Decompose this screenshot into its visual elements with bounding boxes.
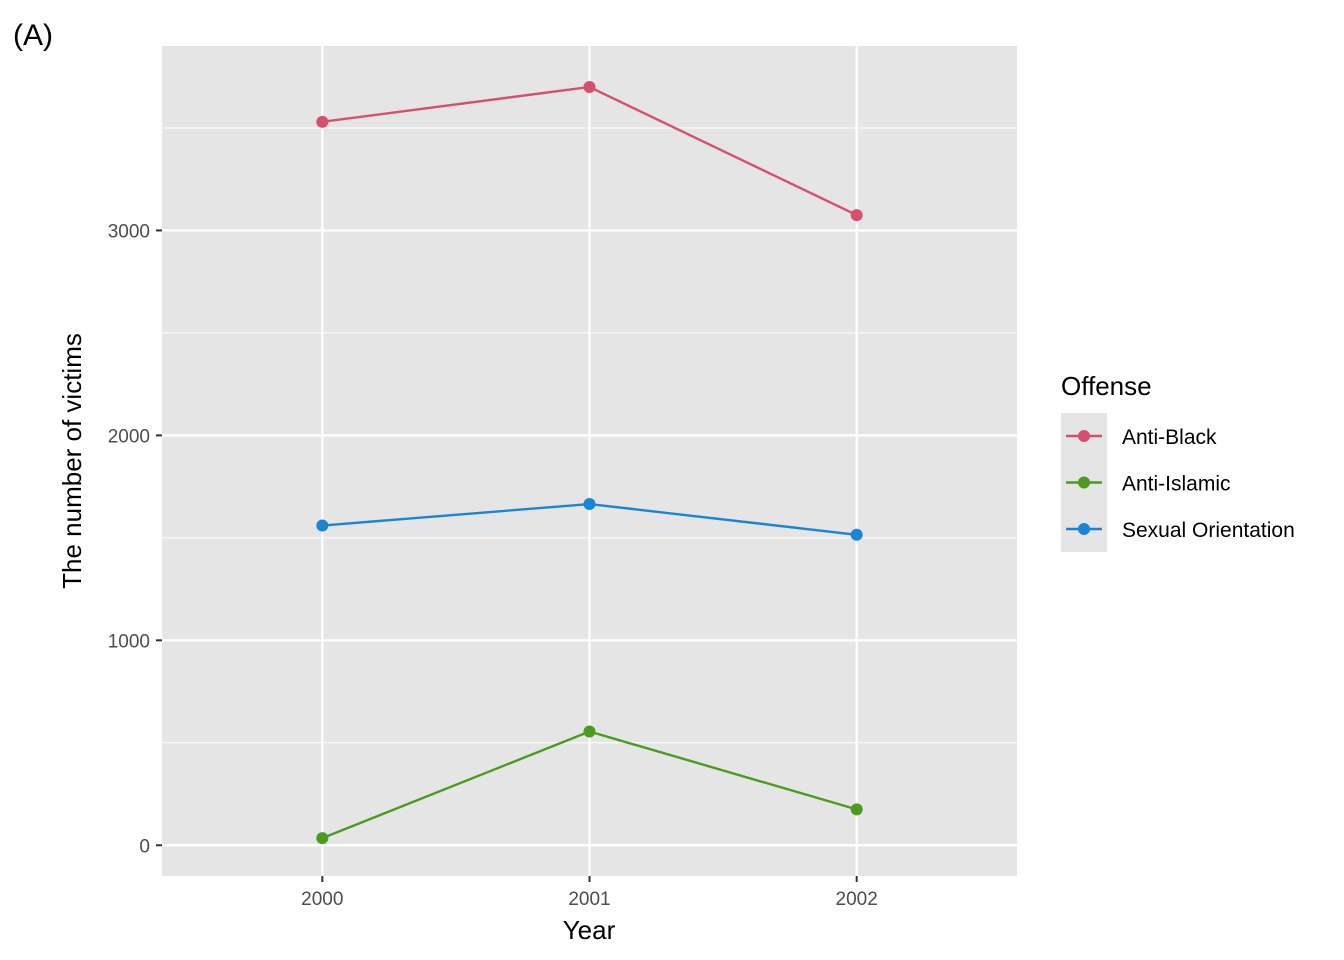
legend-key-point bbox=[1078, 476, 1090, 489]
data-point bbox=[850, 209, 863, 222]
y-tick-label: 1000 bbox=[108, 631, 150, 652]
legend-item: Anti-Islamic bbox=[1066, 473, 1231, 496]
series-sexual-orientation bbox=[316, 498, 863, 541]
x-axis-title: Year bbox=[563, 915, 616, 945]
series-anti-black bbox=[316, 80, 863, 222]
data-point bbox=[316, 519, 329, 532]
legend-item: Anti-Black bbox=[1066, 426, 1217, 449]
data-point bbox=[316, 832, 329, 845]
x-tick-label: 2001 bbox=[568, 889, 610, 910]
y-tick-label: 3000 bbox=[108, 221, 150, 242]
legend-title: Offense bbox=[1061, 371, 1152, 401]
legend-item: Sexual Orientation bbox=[1066, 519, 1295, 542]
x-axis: 2000 2001 2002 bbox=[301, 876, 878, 910]
panel-tag: (A) bbox=[13, 19, 53, 52]
data-point bbox=[583, 498, 596, 511]
legend-key-point bbox=[1078, 523, 1090, 535]
y-tick-label: 2000 bbox=[108, 426, 150, 447]
data-point bbox=[850, 528, 863, 541]
grid-major bbox=[162, 46, 1017, 876]
series-layer bbox=[316, 80, 863, 845]
legend-label: Anti-Islamic bbox=[1122, 473, 1231, 496]
legend-key-point bbox=[1078, 430, 1090, 442]
data-point bbox=[850, 803, 863, 816]
series-anti-islamic bbox=[316, 725, 863, 845]
x-tick-label: 2000 bbox=[301, 889, 343, 910]
y-tick-label: 0 bbox=[139, 836, 150, 857]
legend: Offense Anti-Black Anti-Islamic Sexual Ori… bbox=[1061, 371, 1295, 552]
legend-label: Anti-Black bbox=[1122, 426, 1217, 449]
y-axis-title: The number of victims bbox=[57, 333, 87, 589]
x-tick-label: 2002 bbox=[836, 889, 878, 910]
y-axis: 0 1000 2000 3000 bbox=[108, 221, 162, 857]
legend-label: Sexual Orientation bbox=[1122, 519, 1295, 542]
data-point bbox=[316, 115, 329, 128]
data-point bbox=[583, 80, 596, 93]
legend-items: Anti-Black Anti-Islamic Sexual Orientation bbox=[1066, 426, 1295, 542]
data-point bbox=[583, 725, 596, 738]
